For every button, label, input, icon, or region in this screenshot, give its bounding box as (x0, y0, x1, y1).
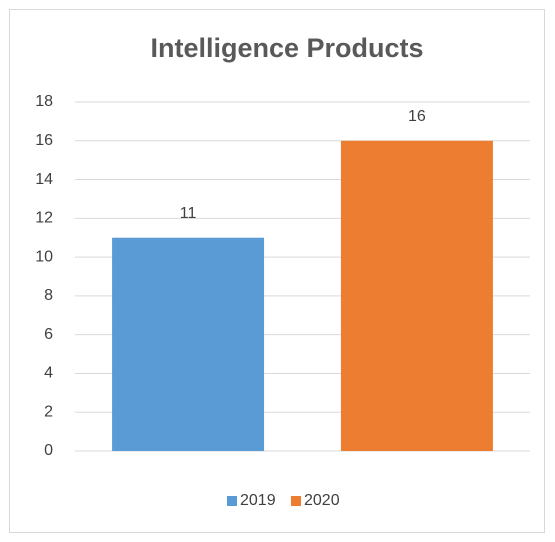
data-label: 16 (408, 108, 426, 125)
y-tick-label: 16 (35, 132, 53, 149)
legend-label: 2020 (304, 492, 340, 509)
legend-swatch (227, 496, 237, 506)
legend-swatch (291, 496, 301, 506)
y-tick-label: 10 (35, 248, 53, 265)
bar (112, 237, 265, 451)
y-tick-label: 4 (44, 365, 53, 382)
chart-title: Intelligence Products (150, 33, 423, 63)
y-tick-label: 2 (44, 403, 53, 420)
y-tick-label: 6 (44, 326, 53, 343)
bar (340, 140, 493, 451)
y-tick-label: 8 (44, 287, 53, 304)
y-tick-label: 14 (35, 171, 53, 188)
legend-label: 2019 (240, 492, 276, 509)
data-label: 11 (180, 205, 197, 222)
y-tick-label: 18 (35, 93, 53, 110)
y-tick-label: 12 (35, 210, 53, 227)
y-tick-label: 0 (44, 442, 53, 459)
